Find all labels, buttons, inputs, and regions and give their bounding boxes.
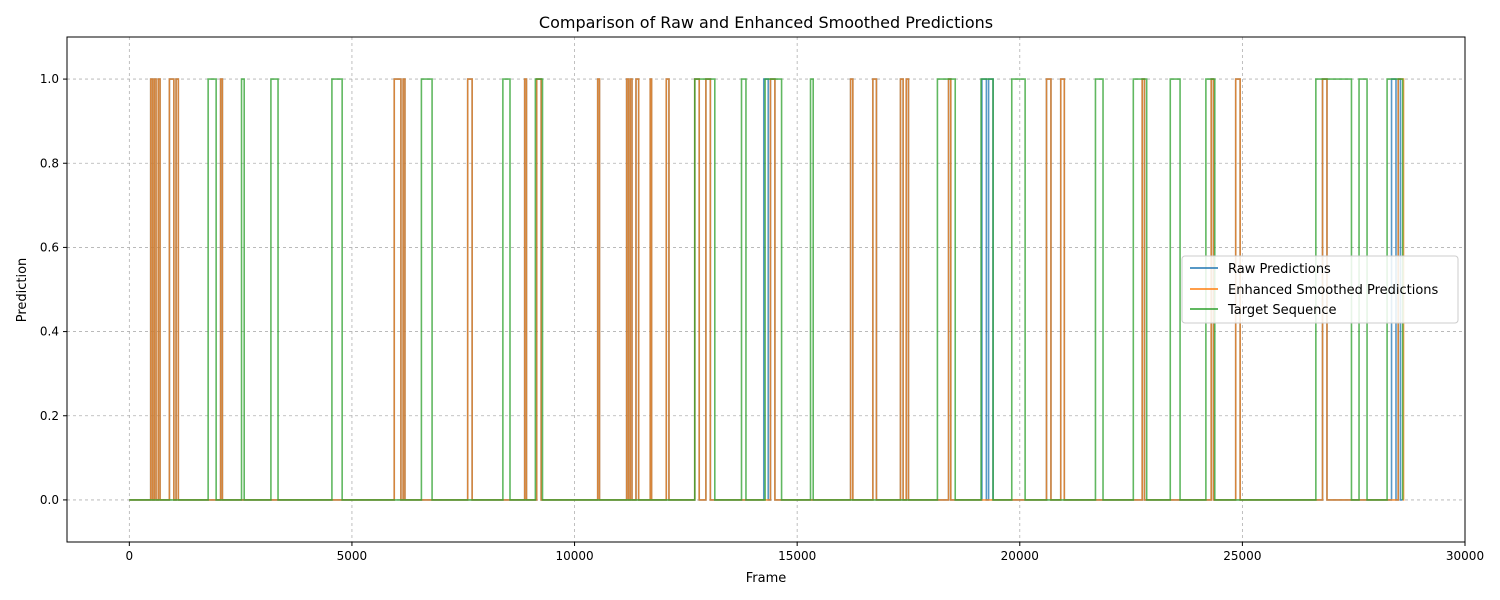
x-tick-label: 15000 — [778, 549, 816, 563]
chart-title: Comparison of Raw and Enhanced Smoothed … — [539, 13, 993, 32]
y-axis-label: Prediction — [15, 258, 30, 323]
y-tick-label: 0.6 — [40, 240, 59, 254]
legend: Raw Predictions Enhanced Smoothed Predic… — [1181, 255, 1459, 324]
legend-label-raw: Raw Predictions — [1228, 262, 1331, 277]
series-lines — [129, 78, 1405, 501]
y-tick-label: 0.8 — [40, 156, 59, 170]
plot-area-frame — [66, 36, 1466, 543]
legend-label-target: Target Sequence — [1227, 303, 1336, 318]
x-tick-label: 0 — [126, 549, 134, 563]
legend-box — [1181, 255, 1459, 324]
y-tick-label: 0.0 — [40, 493, 59, 507]
x-tick-label: 20000 — [1001, 549, 1039, 563]
y-tick-label: 1.0 — [40, 72, 59, 86]
x-tick-label: 25000 — [1223, 549, 1261, 563]
x-axis-label: Frame — [746, 571, 787, 586]
x-tick-label: 5000 — [337, 549, 368, 563]
axis-ticks: 0 5000 10000 15000 20000 25000 30000 0.0 0.2 0.4 0… — [40, 72, 1484, 563]
y-tick-label: 0.2 — [40, 409, 59, 423]
x-tick-label: 30000 — [1446, 549, 1484, 563]
legend-label-smoothed: Enhanced Smoothed Predictions — [1228, 283, 1439, 298]
series-line-target — [129, 78, 1404, 501]
x-tick-label: 10000 — [555, 549, 593, 563]
y-tick-label: 0.4 — [40, 325, 59, 339]
